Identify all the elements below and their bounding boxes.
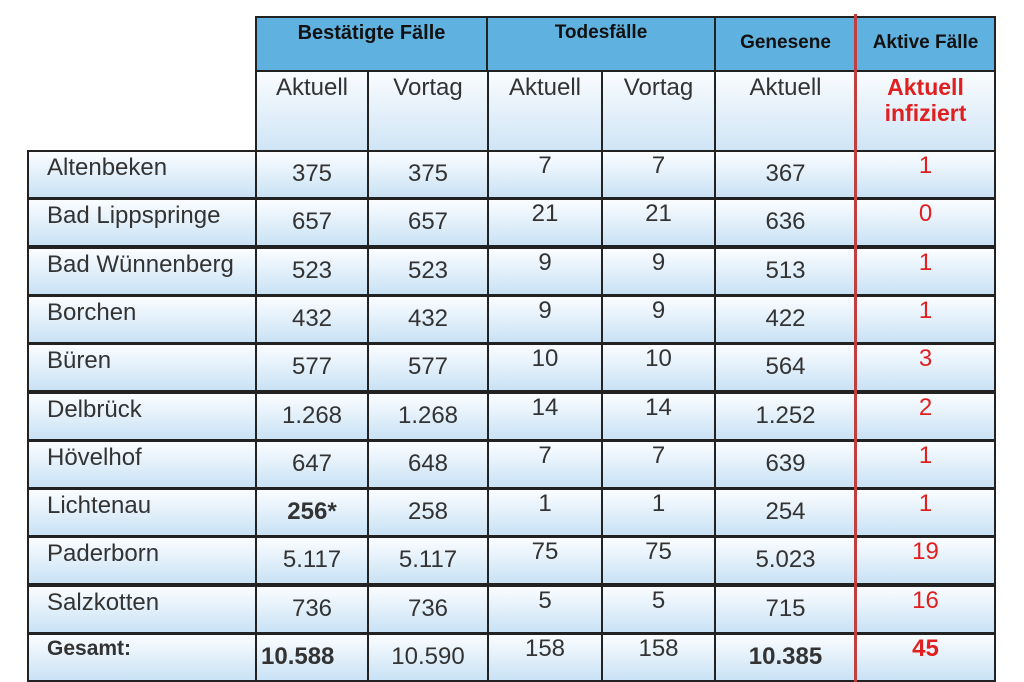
row-name: Paderborn	[27, 536, 255, 586]
recovered-current-cell: 422	[714, 294, 855, 344]
confirmed-current-cell: 657	[255, 198, 367, 248]
header-group-aktive: Aktive Fälle	[855, 16, 996, 72]
deaths-previous-cell: 7	[601, 439, 714, 489]
row-name: Bad Lippspringe	[27, 198, 255, 248]
active-current-cell: 16	[855, 584, 996, 634]
active-current-cell: 1	[855, 150, 996, 199]
active-current-cell: 1	[855, 246, 996, 296]
confirmed-previous-cell: 432	[367, 294, 487, 344]
header-group-bestaetigte: Bestätigte Fälle	[255, 16, 488, 72]
row-name: Lichtenau	[27, 488, 255, 538]
recovered-current-cell: 636	[714, 198, 855, 248]
row-name: Delbrück	[27, 391, 255, 441]
recovered-current-cell: 5.023	[714, 536, 855, 586]
header-group-todesfaelle: Todesfälle	[486, 16, 716, 72]
row-name: Altenbeken	[27, 150, 255, 199]
confirmed-previous-cell: 375	[367, 150, 487, 199]
deaths-current-cell: 7	[487, 439, 601, 489]
deaths-previous-cell: 7	[601, 150, 714, 199]
table-row: Borchen 432 432 9 9 422 1	[27, 294, 996, 344]
confirmed-previous-cell: 5.117	[367, 536, 487, 586]
confirmed-previous-cell: 258	[367, 488, 487, 538]
deaths-current-cell: 9	[487, 294, 601, 344]
recovered-current-cell: 639	[714, 439, 855, 489]
recovered-current-cell: 513	[714, 246, 855, 296]
deaths-current-cell: 75	[487, 536, 601, 586]
table-row: Delbrück 1.268 1.268 14 14 1.252 2	[27, 391, 996, 441]
confirmed-previous-cell: 648	[367, 439, 487, 489]
row-name: Bad Wünnenberg	[27, 246, 255, 296]
confirmed-current-cell: 432	[255, 294, 367, 344]
table-row: Altenbeken 375 375 7 7 367 1	[27, 150, 996, 199]
confirmed-current-cell: 5.117	[255, 536, 367, 586]
deaths-previous-cell: 5	[601, 584, 714, 634]
active-current-cell: 1	[855, 488, 996, 538]
deaths-current-cell: 1	[487, 488, 601, 538]
row-name: Salzkotten	[27, 584, 255, 634]
confirmed-current-cell: 647	[255, 439, 367, 489]
deaths-previous-cell: 9	[601, 294, 714, 344]
row-name: Borchen	[27, 294, 255, 344]
subheader-aktuell: Aktuell	[714, 70, 857, 152]
table-row: Paderborn 5.117 5.117 75 75 5.023 19	[27, 536, 996, 586]
table-row: Büren 577 577 10 10 564 3	[27, 343, 996, 393]
deaths-current-cell: 9	[487, 246, 601, 296]
subheader-vortag: Vortag	[367, 70, 489, 152]
subheader-vortag: Vortag	[601, 70, 716, 152]
active-current-cell: 1	[855, 294, 996, 344]
deaths-current-cell: 7	[487, 150, 601, 199]
deaths-current-cell: 158	[487, 633, 601, 682]
subheader-aktuell-infiziert: Aktuell infiziert	[855, 70, 996, 152]
deaths-previous-cell: 21	[601, 198, 714, 248]
active-current-cell: 45	[855, 633, 996, 682]
deaths-previous-cell: 10	[601, 343, 714, 393]
confirmed-previous-cell: 10.590	[367, 633, 487, 682]
confirmed-current-cell: 577	[255, 343, 367, 393]
deaths-current-cell: 5	[487, 584, 601, 634]
recovered-current-cell: 10.385	[714, 633, 855, 682]
table-row: Hövelhof 647 648 7 7 639 1	[27, 439, 996, 489]
deaths-current-cell: 21	[487, 198, 601, 248]
deaths-previous-cell: 14	[601, 391, 714, 441]
confirmed-current-cell: 10.588	[255, 633, 367, 682]
confirmed-current-cell: 256*	[255, 488, 367, 538]
confirmed-current-cell: 1.268	[255, 391, 367, 441]
confirmed-current-cell: 523	[255, 246, 367, 296]
confirmed-previous-cell: 736	[367, 584, 487, 634]
confirmed-previous-cell: 657	[367, 198, 487, 248]
recovered-current-cell: 1.252	[714, 391, 855, 441]
row-name: Büren	[27, 343, 255, 393]
table-row: Bad Lippspringe 657 657 21 21 636 0	[27, 198, 996, 248]
row-name: Hövelhof	[27, 439, 255, 489]
recovered-current-cell: 367	[714, 150, 855, 199]
table-row: Salzkotten 736 736 5 5 715 16	[27, 584, 996, 634]
confirmed-previous-cell: 1.268	[367, 391, 487, 441]
deaths-current-cell: 14	[487, 391, 601, 441]
total-row: Gesamt: 10.588 10.590 158 158 10.385 45	[27, 633, 996, 682]
table-row: Lichtenau 256* 258 1 1 254 1	[27, 488, 996, 538]
confirmed-current-cell: 375	[255, 150, 367, 199]
active-current-cell: 0	[855, 198, 996, 248]
subheader-aktuell: Aktuell	[487, 70, 603, 152]
subheader-aktuell: Aktuell	[255, 70, 369, 152]
header-group-genesene: Genesene	[714, 16, 857, 72]
deaths-current-cell: 10	[487, 343, 601, 393]
active-current-cell: 2	[855, 391, 996, 441]
active-current-cell: 1	[855, 439, 996, 489]
recovered-current-cell: 564	[714, 343, 855, 393]
row-name: Gesamt:	[27, 633, 255, 682]
confirmed-previous-cell: 577	[367, 343, 487, 393]
confirmed-previous-cell: 523	[367, 246, 487, 296]
recovered-current-cell: 254	[714, 488, 855, 538]
deaths-previous-cell: 75	[601, 536, 714, 586]
deaths-previous-cell: 9	[601, 246, 714, 296]
deaths-previous-cell: 158	[601, 633, 714, 682]
deaths-previous-cell: 1	[601, 488, 714, 538]
active-current-cell: 19	[855, 536, 996, 586]
confirmed-current-cell: 736	[255, 584, 367, 634]
recovered-current-cell: 715	[714, 584, 855, 634]
active-column-divider	[854, 14, 857, 682]
table-row: Bad Wünnenberg 523 523 9 9 513 1	[27, 246, 996, 296]
active-current-cell: 3	[855, 343, 996, 393]
